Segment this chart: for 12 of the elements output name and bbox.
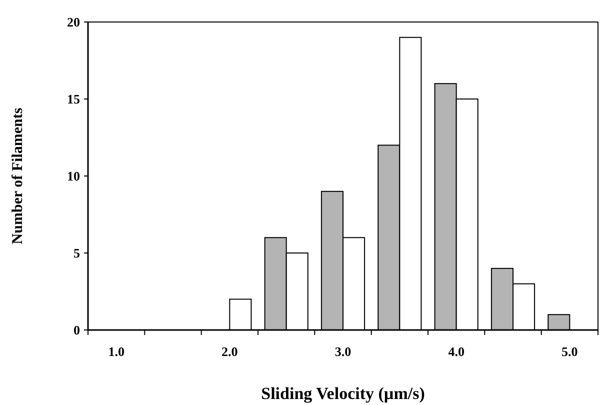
x-tick-label: 2.0 (222, 344, 238, 359)
y-tick-label: 15 (67, 92, 80, 107)
y-axis-title: Number of Filaments (10, 108, 26, 244)
x-axis-title: Sliding Velocity (µm/s) (261, 384, 425, 403)
x-tick-label: 4.0 (448, 344, 464, 359)
x-tick-label: 1.0 (108, 344, 124, 359)
y-tick-label: 5 (74, 246, 80, 261)
y-tick-label: 0 (74, 322, 80, 338)
y-tick-label: 20 (67, 14, 80, 30)
x-tick-label: 5.0 (562, 344, 578, 359)
y-tick-label: 10 (67, 168, 80, 184)
x-tick-label: 3.0 (334, 344, 352, 359)
